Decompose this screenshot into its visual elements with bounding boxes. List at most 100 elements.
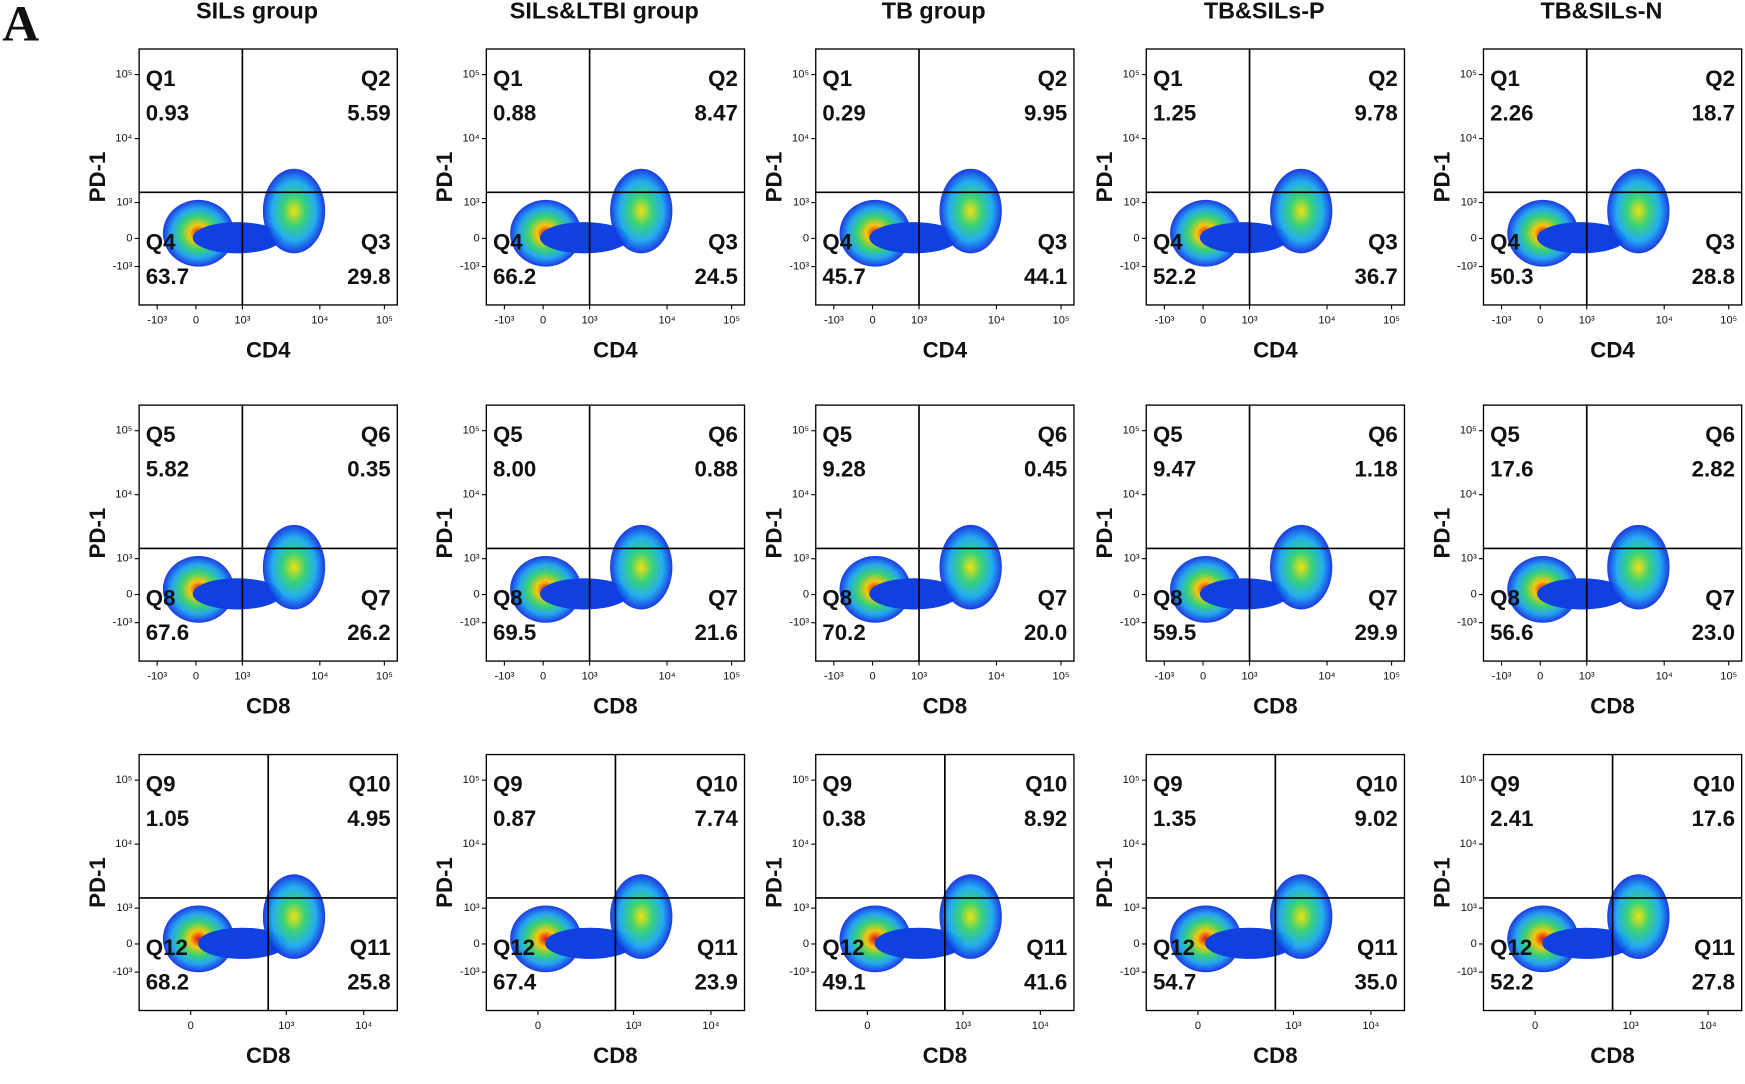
quadrant-name: Q4 [822, 230, 852, 255]
quadrant-name: Q7 [1368, 586, 1398, 611]
x-tick-label: 10⁵ [723, 671, 740, 683]
x-tick-label: 10³ [625, 1020, 641, 1032]
x-axis-label: CD8 [246, 694, 291, 719]
quadrant-name: Q4 [1153, 230, 1183, 255]
y-tick-label: 10⁵ [463, 774, 480, 786]
y-tick-label: 10³ [1461, 902, 1477, 914]
x-axis-label: CD4 [1253, 338, 1298, 363]
y-tick-label: 10³ [1124, 197, 1140, 209]
density [1199, 578, 1289, 610]
column-title: TB&SILs-P [1204, 0, 1325, 23]
x-tick-label: 10⁴ [1362, 1020, 1379, 1032]
quadrant-name: Q9 [493, 772, 523, 797]
x-tick-label: 0 [1532, 1020, 1538, 1032]
column-title: SILs group [196, 0, 318, 23]
y-tick-label: -10³ [113, 260, 133, 272]
quadrant-name: Q2 [1705, 66, 1735, 91]
y-tick-label: 10⁴ [1460, 489, 1477, 501]
quadrant-name: Q5 [1490, 422, 1520, 447]
quadrant-value: 0.87 [493, 806, 536, 831]
x-axis-label: CD8 [1253, 694, 1298, 719]
density [539, 222, 629, 254]
y-tick-label: 0 [803, 232, 809, 244]
density [539, 578, 629, 610]
quadrant-value: 56.6 [1490, 620, 1533, 645]
x-tick-label: 10³ [234, 314, 250, 326]
y-tick-label: 10⁴ [792, 489, 809, 501]
y-tick-label: 10³ [1124, 902, 1140, 914]
y-tick-label: 10⁴ [1122, 489, 1139, 501]
quadrant-value: 2.82 [1692, 457, 1735, 482]
y-tick-label: 0 [473, 938, 479, 950]
x-tick-label: 10³ [1242, 671, 1258, 683]
x-tick-label: 10³ [1242, 314, 1258, 326]
y-tick-label: -10³ [1120, 617, 1140, 629]
quadrant-value: 29.9 [1354, 620, 1397, 645]
flow-plot: Q5 9.28 Q6 0.45 Q7 20.0 Q8 70.2 10⁵ 10⁴ 10³ 0 -10³ -1… [762, 404, 1075, 719]
x-tick-label: 10⁵ [376, 314, 393, 326]
quadrant-name: Q10 [696, 772, 738, 797]
column-title: TB group [882, 0, 986, 23]
x-tick-label: 0 [540, 314, 546, 326]
column-title: TB&SILs-N [1540, 0, 1662, 23]
y-axis-label: PD-1 [85, 857, 110, 908]
quadrant-value: 9.02 [1354, 806, 1397, 831]
y-tick-label: -10³ [789, 260, 809, 272]
x-axis-label: CD8 [923, 694, 968, 719]
x-axis-label: CD8 [246, 1043, 291, 1068]
quadrant-name: Q11 [350, 935, 391, 960]
quadrant-name: Q5 [822, 422, 852, 447]
x-tick-label: 10⁵ [1053, 314, 1070, 326]
quadrant-name: Q9 [1153, 772, 1183, 797]
y-tick-label: 10⁵ [115, 425, 132, 437]
quadrant-name: Q12 [493, 935, 535, 960]
quadrant-value: 0.35 [347, 457, 390, 482]
y-tick-label: -10³ [1120, 966, 1140, 978]
y-axis-label: PD-1 [1429, 508, 1454, 559]
quadrant-name: Q10 [1025, 772, 1067, 797]
y-tick-label: 10⁴ [115, 133, 132, 145]
quadrant-name: Q6 [1705, 422, 1735, 447]
x-tick-label: -10³ [1154, 671, 1174, 683]
density [545, 927, 635, 959]
x-axis-label: CD8 [1253, 1043, 1298, 1068]
x-tick-label: 10⁴ [1318, 671, 1335, 683]
y-axis-label: PD-1 [432, 508, 457, 559]
quadrant-value: 63.7 [146, 264, 189, 289]
quadrant-name: Q3 [1368, 230, 1398, 255]
quadrant-value: 50.3 [1490, 264, 1533, 289]
x-tick-label: 10⁵ [1720, 314, 1737, 326]
y-tick-label: 0 [126, 588, 132, 600]
y-axis-label: PD-1 [762, 857, 787, 908]
x-axis-label: CD4 [923, 338, 968, 363]
y-tick-label: -10³ [1120, 260, 1140, 272]
y-tick-label: -10³ [460, 966, 480, 978]
quadrant-name: Q4 [1490, 230, 1520, 255]
x-tick-label: 10⁴ [311, 671, 328, 683]
density [1199, 222, 1289, 254]
x-tick-label: -10³ [495, 671, 515, 683]
density [610, 524, 673, 610]
quadrant-name: Q9 [1490, 772, 1520, 797]
x-tick-label: 10³ [1285, 1020, 1301, 1032]
quadrant-name: Q11 [1026, 935, 1067, 960]
y-tick-label: 10³ [464, 902, 480, 914]
flow-plot: Q1 0.93 Q2 5.59 Q3 29.8 Q4 63.7 10⁵ 10⁴ 10³ 0 -10³ -1… [85, 48, 398, 363]
quadrant-value: 41.6 [1024, 970, 1067, 995]
density [1205, 927, 1295, 959]
density [1270, 874, 1333, 959]
y-tick-label: 0 [1471, 588, 1477, 600]
x-tick-label: 0 [535, 1020, 541, 1032]
quadrant-name: Q12 [146, 935, 188, 960]
y-tick-label: 10³ [793, 902, 809, 914]
quadrant-value: 9.95 [1024, 101, 1067, 126]
x-tick-label: 0 [540, 671, 546, 683]
y-tick-label: 10⁵ [1460, 425, 1477, 437]
flow-plot: Q5 17.6 Q6 2.82 Q7 23.0 Q8 56.6 10⁵ 10⁴ 10³ 0 -10³ -1… [1429, 404, 1743, 719]
y-tick-label: 10⁴ [792, 133, 809, 145]
x-tick-label: 10³ [955, 1020, 971, 1032]
quadrant-value: 52.2 [1490, 970, 1533, 995]
quadrant-name: Q3 [361, 230, 391, 255]
quadrant-name: Q12 [1153, 935, 1195, 960]
flow-plot: Q5 8.00 Q6 0.88 Q7 21.6 Q8 69.5 10⁵ 10⁴ 10³ 0 -10³ -1… [432, 404, 746, 719]
